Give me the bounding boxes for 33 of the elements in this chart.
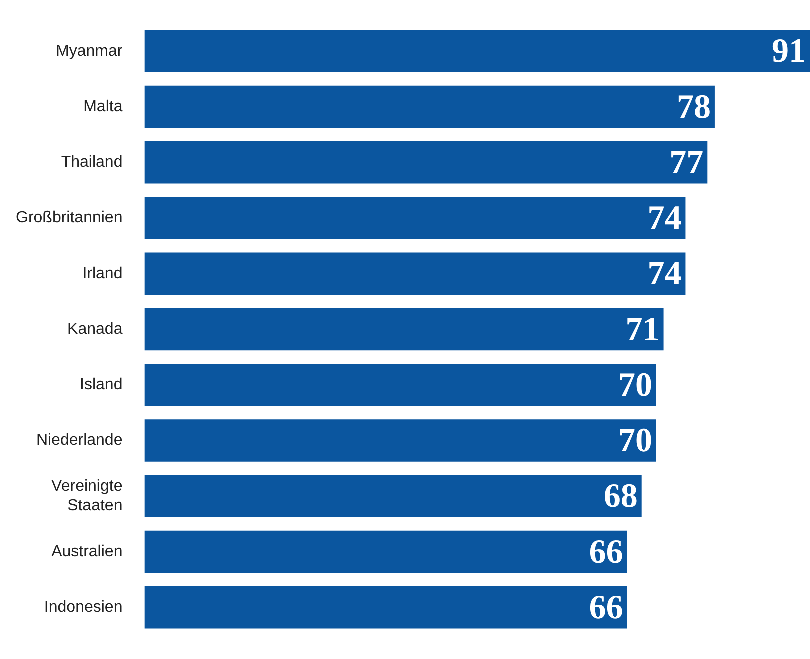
data-label: 71 xyxy=(626,311,660,348)
bar xyxy=(144,86,715,128)
data-label: 66 xyxy=(589,534,624,571)
data-label: 74 xyxy=(648,200,682,238)
y-tick-label: Indonesien xyxy=(44,598,123,616)
y-tick-label: Malta xyxy=(84,98,123,116)
bar xyxy=(144,530,628,574)
bar xyxy=(144,475,642,518)
data-label: 78 xyxy=(676,88,711,126)
data-label: 70 xyxy=(618,422,652,460)
bar xyxy=(144,586,628,629)
data-label: 68 xyxy=(604,478,638,516)
y-tick-label: Irland xyxy=(82,265,123,282)
data-label: 91 xyxy=(772,33,806,70)
bar xyxy=(144,364,656,406)
bar xyxy=(144,197,686,240)
bar xyxy=(144,142,708,184)
data-label: 74 xyxy=(648,256,682,293)
y-tick-label: Kanada xyxy=(68,320,123,338)
y-tick-label: Vereinigte Staaten xyxy=(52,478,123,514)
y-tick-label: Thailand xyxy=(61,154,123,172)
y-tick-label: Großbritannien xyxy=(16,210,123,227)
bar xyxy=(144,252,686,296)
y-tick-label: Australien xyxy=(52,543,123,560)
y-tick-label: Niederlande xyxy=(36,432,123,450)
data-label: 66 xyxy=(589,589,624,626)
y-tick-label: Myanmar xyxy=(56,42,124,60)
bar xyxy=(144,30,810,73)
bar xyxy=(144,308,664,351)
bar xyxy=(144,420,656,462)
data-label: 77 xyxy=(670,144,704,182)
y-tick-label: Island xyxy=(80,376,123,394)
data-label: 70 xyxy=(618,366,652,404)
